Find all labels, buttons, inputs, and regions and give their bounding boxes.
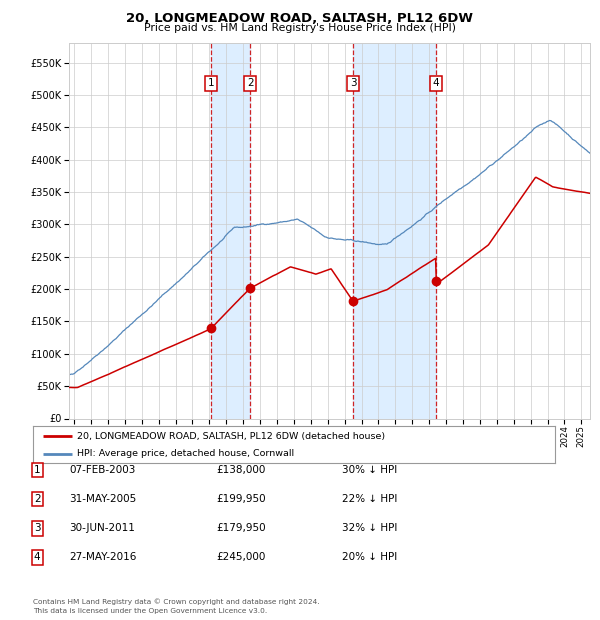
Text: 4: 4	[433, 79, 439, 89]
Text: HPI: Average price, detached house, Cornwall: HPI: Average price, detached house, Corn…	[77, 450, 295, 458]
Text: 3: 3	[350, 79, 356, 89]
Text: 1: 1	[34, 465, 41, 475]
Bar	[211, 43, 250, 418]
Text: 20, LONGMEADOW ROAD, SALTASH, PL12 6DW (detached house): 20, LONGMEADOW ROAD, SALTASH, PL12 6DW (…	[77, 432, 385, 441]
Text: 31-MAY-2005: 31-MAY-2005	[69, 494, 136, 504]
Text: £179,950: £179,950	[216, 523, 266, 533]
Text: 20, LONGMEADOW ROAD, SALTASH, PL12 6DW: 20, LONGMEADOW ROAD, SALTASH, PL12 6DW	[127, 12, 473, 25]
Text: 27-MAY-2016: 27-MAY-2016	[69, 552, 136, 562]
Bar	[353, 43, 436, 418]
Text: Contains HM Land Registry data © Crown copyright and database right 2024.: Contains HM Land Registry data © Crown c…	[33, 598, 320, 605]
Text: 32% ↓ HPI: 32% ↓ HPI	[342, 523, 397, 533]
Text: 2: 2	[247, 79, 254, 89]
Text: £199,950: £199,950	[216, 494, 266, 504]
Text: £138,000: £138,000	[216, 465, 265, 475]
Text: 30% ↓ HPI: 30% ↓ HPI	[342, 465, 397, 475]
Text: £245,000: £245,000	[216, 552, 265, 562]
Text: Price paid vs. HM Land Registry's House Price Index (HPI): Price paid vs. HM Land Registry's House …	[144, 23, 456, 33]
Text: This data is licensed under the Open Government Licence v3.0.: This data is licensed under the Open Gov…	[33, 608, 267, 614]
Text: 1: 1	[208, 79, 214, 89]
Text: 30-JUN-2011: 30-JUN-2011	[69, 523, 135, 533]
Text: 20% ↓ HPI: 20% ↓ HPI	[342, 552, 397, 562]
Text: 22% ↓ HPI: 22% ↓ HPI	[342, 494, 397, 504]
Text: 2: 2	[34, 494, 41, 504]
Text: 3: 3	[34, 523, 41, 533]
Text: 07-FEB-2003: 07-FEB-2003	[69, 465, 136, 475]
Text: 4: 4	[34, 552, 41, 562]
